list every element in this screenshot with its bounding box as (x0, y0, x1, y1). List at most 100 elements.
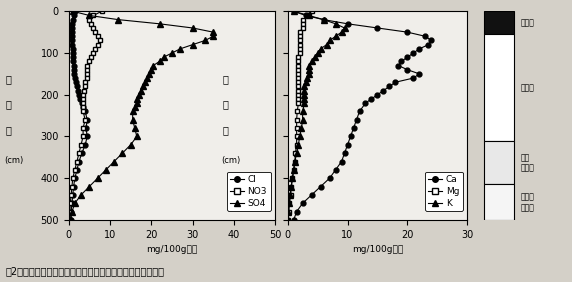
Cl (69, 22, 76, 25)
Ca (404, 68, 411, 71)
K (285, 210, 292, 213)
SO4 (94, 177, 101, 180)
K (285, 202, 292, 205)
K (301, 93, 308, 96)
Cl (69, 35, 76, 38)
Text: 泥流
堆積物: 泥流 堆積物 (521, 153, 535, 172)
SO4 (144, 76, 150, 80)
Ca (398, 60, 405, 63)
K (323, 43, 330, 46)
Mg (292, 151, 299, 155)
Cl (72, 177, 78, 180)
Ca (308, 193, 315, 197)
Cl (72, 10, 78, 13)
NO3 (66, 218, 73, 222)
NO3 (88, 56, 95, 59)
K (305, 64, 312, 67)
Line: Cl: Cl (68, 9, 90, 222)
K (301, 85, 308, 88)
NO3 (86, 18, 93, 21)
Ca (332, 168, 339, 171)
SO4 (210, 30, 217, 34)
Text: れ: れ (223, 125, 229, 135)
Mg (285, 218, 292, 222)
Cl (69, 202, 76, 205)
Ca (410, 51, 417, 55)
Bar (484, 11, 514, 34)
Ca (320, 18, 327, 21)
Ca (350, 126, 357, 130)
NO3 (90, 51, 97, 55)
NO3 (80, 110, 86, 113)
Ca (380, 89, 387, 92)
Cl (69, 51, 76, 55)
Bar (484, 141, 514, 184)
Ca (302, 14, 309, 17)
X-axis label: mg/100g乾土: mg/100g乾土 (146, 245, 197, 254)
Mg (291, 160, 298, 163)
SO4 (102, 168, 109, 171)
K (305, 14, 312, 17)
Cl (72, 76, 78, 80)
X-axis label: mg/100g乾土: mg/100g乾土 (352, 245, 403, 254)
Cl (70, 68, 77, 71)
NO3 (69, 185, 76, 188)
Cl (76, 160, 82, 163)
SO4 (110, 160, 117, 163)
Line: K: K (285, 8, 347, 223)
SO4 (86, 14, 93, 17)
Cl (69, 39, 76, 42)
K (289, 177, 296, 180)
NO3 (94, 35, 101, 38)
Ca (374, 93, 381, 96)
Line: Mg: Mg (286, 9, 314, 222)
Cl (78, 102, 85, 105)
Text: 隙: 隙 (6, 99, 11, 109)
NO3 (80, 126, 86, 130)
Mg (299, 26, 306, 30)
SO4 (160, 56, 167, 59)
Mg (305, 14, 312, 17)
NO3 (90, 14, 97, 17)
Cl (77, 97, 84, 101)
Line: NO3: NO3 (67, 9, 104, 222)
SO4 (119, 151, 126, 155)
Bar (484, 34, 514, 141)
Cl (70, 185, 77, 188)
SO4 (132, 126, 138, 130)
Mg (293, 143, 300, 147)
Text: 深: 深 (223, 74, 229, 84)
Ca (293, 210, 300, 213)
Mg (293, 135, 300, 138)
NO3 (67, 193, 74, 197)
K (308, 60, 315, 63)
Mg (290, 168, 297, 171)
SO4 (69, 210, 76, 213)
SO4 (137, 89, 144, 92)
K (317, 47, 324, 50)
SO4 (156, 60, 163, 63)
Text: (cm): (cm) (5, 156, 24, 165)
Bar (484, 184, 514, 220)
Ca (338, 160, 345, 163)
Ca (425, 43, 432, 46)
K (299, 110, 306, 113)
Ca (299, 202, 306, 205)
K (290, 10, 297, 13)
K (285, 218, 292, 222)
Ca (290, 10, 297, 13)
Text: 図2　台地帯（飼料畑）での水溶性イオンの深層土壌中分布: 図2 台地帯（飼料畑）での水溶性イオンの深層土壌中分布 (6, 266, 165, 276)
Mg (289, 177, 296, 180)
Ca (392, 81, 399, 84)
NO3 (94, 43, 101, 46)
NO3 (81, 89, 88, 92)
Mg (285, 210, 292, 213)
NO3 (66, 210, 73, 213)
Ca (386, 85, 393, 88)
NO3 (80, 93, 86, 96)
Cl (69, 47, 76, 50)
NO3 (80, 105, 86, 109)
K (311, 56, 318, 59)
Ca (317, 185, 324, 188)
Mg (295, 93, 302, 96)
